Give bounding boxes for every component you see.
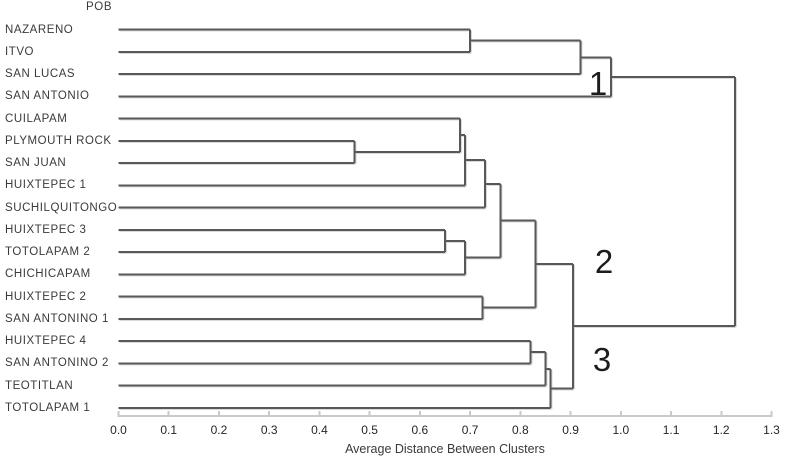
leaf-label-cuilapam: CUILAPAM <box>5 112 68 125</box>
x-axis-tick-label-1.3: 1.3 <box>763 423 780 437</box>
x-axis-tick-label-0.6: 0.6 <box>411 423 429 437</box>
leaf-label-teotitlan: TEOTITLAN <box>5 379 74 392</box>
x-axis-tick-label-0.1: 0.1 <box>160 423 178 437</box>
x-axis-tick-label-0.8: 0.8 <box>512 423 529 437</box>
x-axis-tick-label-0.9: 0.9 <box>562 423 579 437</box>
leaf-label-plymouth-rock: PLYMOUTH ROCK <box>5 134 112 147</box>
x-axis-line <box>117 411 773 417</box>
leaf-label-huixtepec-1: HUIXTEPEC 1 <box>5 179 87 192</box>
leaf-label-nazareno: NAZARENO <box>5 23 74 36</box>
leaf-label-huixtepec-2: HUIXTEPEC 2 <box>5 290 87 303</box>
cluster-label-1: 1 <box>588 65 608 102</box>
leaf-label-totolapam-1: TOTOLAPAM 1 <box>5 401 91 414</box>
leaf-label-chichicapam: CHICHICAPAM <box>5 268 91 281</box>
x-axis-tick-label-0.7: 0.7 <box>461 423 479 437</box>
cluster-label-2: 2 <box>594 243 614 280</box>
x-axis-tick-label-1.2: 1.2 <box>712 423 730 437</box>
leaf-label-san-antonio: SAN ANTONIO <box>5 90 90 103</box>
x-axis-title: Average Distance Between Clusters <box>345 442 545 456</box>
x-axis-tick-label-0.4: 0.4 <box>311 423 328 437</box>
leaf-label-totolapam-2: TOTOLAPAM 2 <box>5 246 91 258</box>
cluster-label-3: 3 <box>592 341 612 378</box>
x-axis-tick-label-0.3: 0.3 <box>260 423 278 437</box>
leaf-label-san-juan: SAN JUAN <box>5 157 67 169</box>
dendrogram-lines-shadow <box>119 29 737 410</box>
chart-title: POB <box>86 1 113 13</box>
dendrogram-lines <box>118 28 736 409</box>
leaf-label-huixtepec-4: HUIXTEPEC 4 <box>5 335 87 347</box>
x-axis-tick-label-1.1: 1.1 <box>662 423 680 437</box>
x-axis-tick-label-1.0: 1.0 <box>612 423 630 437</box>
x-axis-tick-label-0.5: 0.5 <box>361 423 378 437</box>
x-axis-tick-label-0.0: 0.0 <box>110 423 127 437</box>
leaf-label-suchilquitongo: SUCHILQUITONGO <box>5 201 118 214</box>
leaf-label-itvo: ITVO <box>5 45 35 58</box>
leaf-label-san-antonino-1: SAN ANTONINO 1 <box>5 312 109 325</box>
leaf-label-san-lucas: SAN LUCAS <box>5 68 76 80</box>
leaf-label-huixtepec-3: HUIXTEPEC 3 <box>5 223 87 236</box>
x-axis-tick-label-0.2: 0.2 <box>210 423 228 437</box>
leaf-label-san-antonino-2: SAN ANTONINO 2 <box>5 357 109 370</box>
